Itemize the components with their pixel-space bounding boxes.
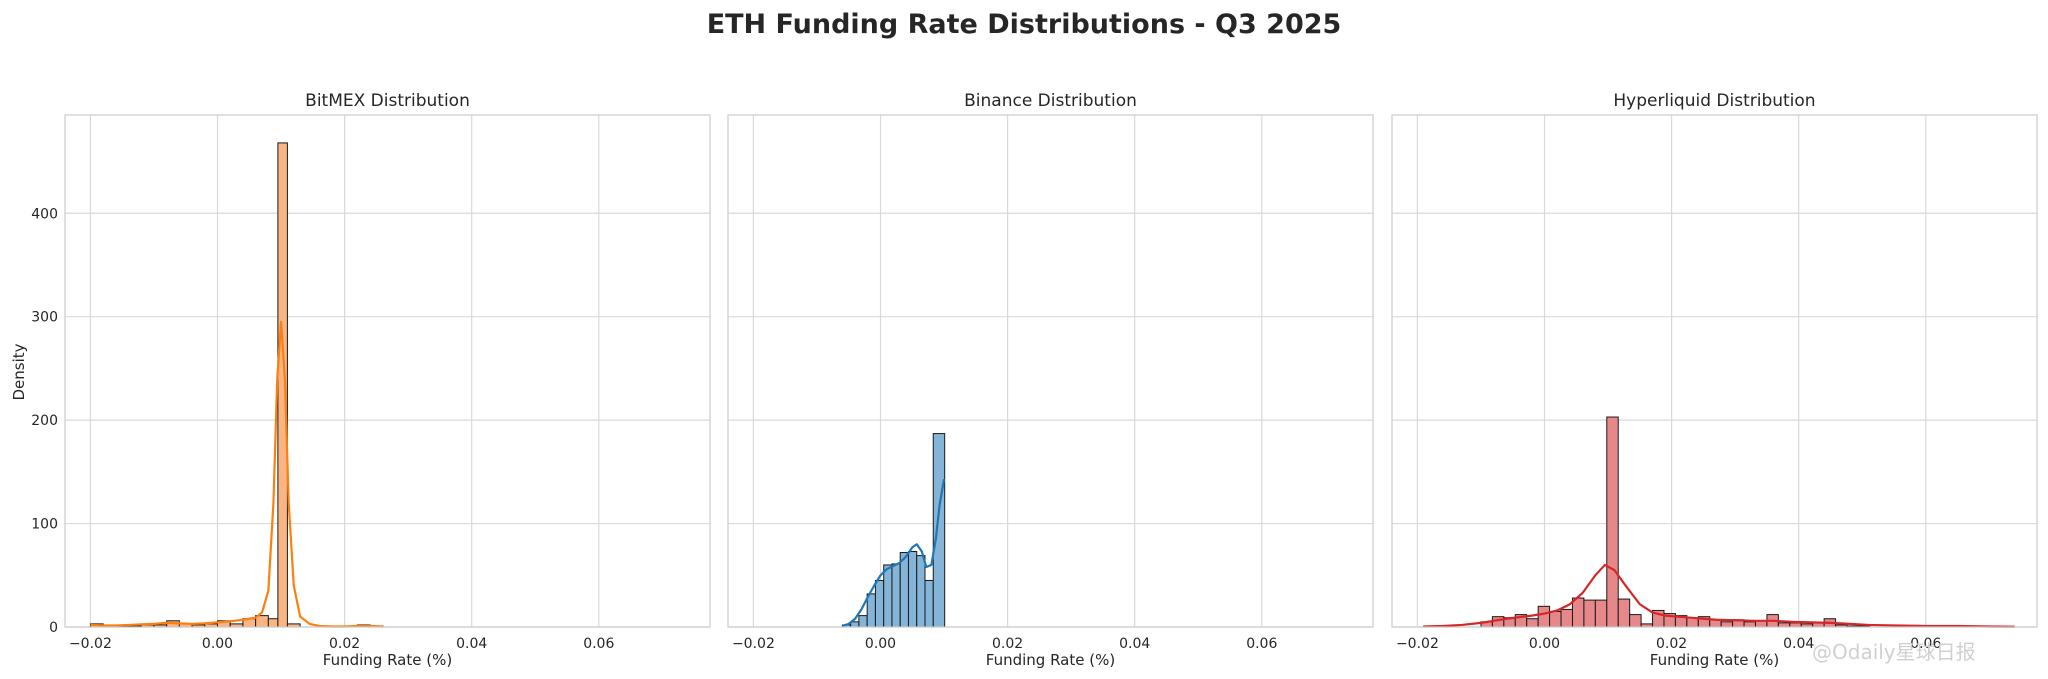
panel-hyperliquid: Hyperliquid Distribution −0.02 0.00 0.02 0.0… <box>1391 91 2038 669</box>
x-axis-label: Funding Rate (%) <box>986 651 1115 669</box>
x-tick-label: −0.02 <box>69 636 112 652</box>
x-tick-label: 0.04 <box>1119 636 1150 652</box>
y-tick-label: 200 <box>31 413 58 429</box>
x-tick-label: 0.00 <box>1529 636 1560 652</box>
x-tick-label: 0.06 <box>1910 636 1941 652</box>
x-tick-label: 0.00 <box>865 636 896 652</box>
histogram-bar <box>1606 416 1619 628</box>
histogram-bar <box>1743 621 1756 628</box>
histogram-bar <box>1594 599 1608 628</box>
kde-line <box>1423 563 2015 628</box>
panel-binance: Binance Distribution −0.02 0.00 0.02 0.04 0.0… <box>727 91 1374 669</box>
histogram-bar <box>1720 621 1734 628</box>
y-tick-label: 400 <box>31 206 58 222</box>
histogram-bar <box>1629 614 1642 628</box>
histogram-bar <box>1617 598 1631 628</box>
histogram-bar <box>916 555 926 628</box>
x-axis-label: Funding Rate (%) <box>323 651 452 669</box>
axes-frame <box>1391 114 2038 628</box>
x-tick-label: 0.04 <box>456 636 487 652</box>
histogram-bar <box>1549 610 1562 628</box>
x-tick-label: 0.00 <box>202 636 233 652</box>
histogram-bar <box>1560 608 1573 628</box>
panel-bitmex: BitMEX Distribution −0.02 0.00 0.02 0.04 0.06… <box>31 91 711 669</box>
histogram-bar <box>858 615 868 628</box>
watermark: @Odaily星球日报 <box>1812 640 1976 664</box>
figure-title: ETH Funding Rate Distributions - Q3 2025 <box>707 9 1342 40</box>
histogram-bar <box>866 593 876 628</box>
histogram-bar <box>1777 622 1791 628</box>
histogram-bar <box>1583 599 1596 628</box>
kde-line <box>842 478 946 628</box>
x-tick-label: −0.02 <box>1396 636 1439 652</box>
axes-frame <box>727 114 1374 628</box>
axes-frame <box>64 114 711 628</box>
histogram-bar <box>907 550 918 628</box>
x-tick-label: 0.02 <box>1656 636 1687 652</box>
y-tick-label: 100 <box>31 517 58 533</box>
panel-title: Binance Distribution <box>964 91 1137 111</box>
histogram-bar <box>924 579 934 628</box>
x-tick-label: 0.02 <box>992 636 1023 652</box>
x-tick-label: 0.04 <box>1783 636 1814 652</box>
histogram-bar <box>267 618 279 628</box>
histogram-bar <box>899 552 909 628</box>
histogram-bar <box>883 564 893 628</box>
y-axis-label: Density <box>10 343 28 400</box>
kde-line <box>90 320 383 628</box>
histogram-bar <box>1571 597 1585 628</box>
panels: BitMEX Distribution −0.02 0.00 0.02 0.04 0.06… <box>31 91 2038 669</box>
panel-title: Hyperliquid Distribution <box>1613 91 1815 111</box>
x-tick-label: −0.02 <box>732 636 775 652</box>
histogram-bar <box>874 579 885 628</box>
histogram-bar <box>1537 605 1551 628</box>
histogram-bar <box>1526 618 1539 628</box>
panel-title: BitMEX Distribution <box>305 91 470 111</box>
histogram-bar <box>1789 622 1802 628</box>
histogram-bar <box>891 563 901 628</box>
y-tick-label: 0 <box>49 620 58 636</box>
x-tick-label: 0.06 <box>583 636 614 652</box>
histogram-bar <box>932 433 946 628</box>
x-axis-label: Funding Rate (%) <box>1650 651 1779 669</box>
x-tick-label: 0.02 <box>329 636 360 652</box>
x-tick-label: 0.06 <box>1246 636 1277 652</box>
y-tick-label: 300 <box>31 310 58 326</box>
